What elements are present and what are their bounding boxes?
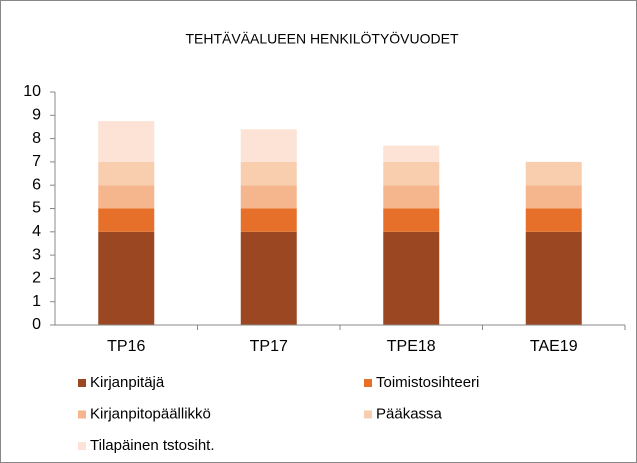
x-tick-label: TP17: [250, 338, 288, 355]
legend-label: Tilapäinen tstosiht.: [90, 437, 215, 454]
bar-segment: [240, 185, 297, 209]
y-tick-label: 1: [32, 293, 41, 310]
bar-segment: [525, 231, 582, 325]
y-tick-label: 10: [23, 83, 41, 100]
chart-title: TEHTÄVÄALUEEN HENKILÖTYÖVUODET: [185, 30, 459, 47]
y-tick-label: 5: [32, 200, 41, 217]
legend-label: Toimistosihteeri: [376, 374, 479, 391]
bar-segment: [98, 231, 155, 325]
bar-segment: [383, 208, 440, 232]
bar-segment: [383, 145, 440, 162]
legend-swatch: [78, 410, 86, 419]
y-tick-label: 3: [32, 246, 41, 263]
legend-swatch: [78, 442, 86, 450]
legend-swatch: [364, 410, 372, 419]
x-tick-label: TAE19: [530, 338, 578, 355]
y-tick-label: 7: [32, 153, 41, 170]
y-tick-label: 6: [32, 176, 41, 193]
bar-segment: [98, 185, 155, 209]
legend-label: Kirjanpitäjä: [90, 374, 165, 391]
legend-swatch: [364, 379, 372, 387]
legend-label: Kirjanpitopäällikkö: [90, 405, 211, 422]
y-tick-label: 0: [32, 316, 41, 333]
bar-segment: [383, 231, 440, 325]
bar-segment: [240, 231, 297, 325]
bar-segment: [240, 208, 297, 232]
bar-segment: [525, 208, 582, 232]
bar-segment: [383, 161, 440, 186]
y-tick-label: 8: [32, 130, 41, 147]
bar-segment: [98, 208, 155, 232]
bar-segment: [98, 161, 155, 186]
x-tick-label: TP16: [107, 338, 145, 355]
y-tick-label: 2: [32, 270, 41, 287]
y-tick-label: 9: [32, 107, 41, 124]
legend-swatch: [78, 379, 86, 387]
bar-segment: [240, 129, 297, 162]
legend-label: Pääkassa: [376, 405, 443, 422]
bar-segment: [525, 185, 582, 209]
bar-segment: [98, 121, 155, 162]
bar-segment: [240, 161, 297, 186]
x-tick-label: TPE18: [387, 338, 436, 355]
bar-segment: [525, 161, 582, 186]
bar-segment: [383, 185, 440, 209]
y-tick-label: 4: [32, 223, 41, 240]
